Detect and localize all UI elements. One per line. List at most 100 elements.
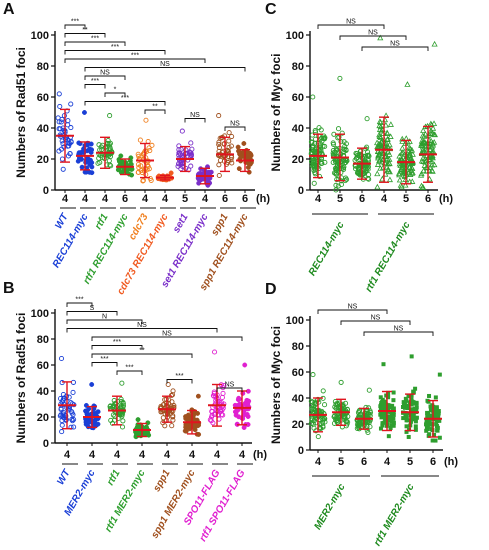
data-point	[364, 427, 370, 433]
panel-letter: A	[3, 1, 15, 18]
data-point	[404, 413, 409, 418]
data-point	[136, 153, 142, 159]
y-tick-label: 40	[37, 123, 49, 135]
y-tick-label: 40	[292, 393, 304, 405]
comparison-bracket	[184, 118, 206, 123]
data-point	[309, 405, 315, 411]
data-point	[374, 161, 382, 167]
data-point	[129, 172, 135, 178]
data-point	[241, 141, 247, 146]
data-point	[428, 408, 433, 413]
data-point	[95, 409, 101, 415]
data-point	[387, 403, 392, 408]
data-point	[409, 393, 414, 398]
data-point	[378, 395, 383, 400]
significance-label: ***	[113, 339, 121, 346]
data-point	[85, 419, 91, 425]
data-point	[177, 150, 183, 156]
y-tick-label: 100	[31, 308, 49, 320]
data-point	[310, 94, 316, 100]
x-tick-label: 5	[337, 193, 343, 205]
data-point	[79, 164, 85, 170]
data-point	[434, 410, 439, 415]
data-point	[431, 40, 438, 47]
significance-label: NS	[190, 112, 200, 119]
significance-label: NS	[348, 304, 358, 311]
x-tick-label: 5	[182, 193, 188, 205]
x-tick-label: 6	[430, 456, 436, 468]
data-point	[391, 423, 396, 428]
x-tick-label: 4	[384, 456, 391, 468]
x-tick-label: 6	[361, 456, 367, 468]
data-point	[409, 178, 416, 184]
data-point	[406, 144, 413, 151]
data-point	[322, 135, 328, 141]
data-point	[384, 136, 391, 143]
data-point	[419, 184, 426, 190]
x-tick-label: 4	[214, 449, 221, 461]
data-point	[375, 157, 383, 164]
comparison-bracket	[104, 92, 126, 97]
data-point	[388, 414, 393, 419]
data-point	[107, 162, 113, 168]
group-label: WT	[55, 467, 73, 487]
panel-letter: C	[265, 1, 277, 18]
y-tick-label: 0	[43, 185, 49, 197]
data-point	[409, 165, 416, 172]
x-tick-label: 4	[189, 449, 196, 461]
data-point	[389, 423, 394, 428]
data-point	[70, 412, 76, 418]
y-axis-label: Numbers of Myc foci	[269, 326, 283, 444]
comparison-bracket	[64, 24, 86, 29]
data-point	[391, 412, 396, 417]
data-point	[375, 151, 382, 158]
data-point	[428, 404, 433, 409]
data-point	[408, 419, 413, 424]
data-point	[358, 148, 364, 154]
data-point	[310, 372, 316, 378]
data-point	[396, 152, 403, 159]
data-point	[430, 120, 438, 126]
data-point	[366, 387, 372, 393]
significance-label: NS	[394, 326, 404, 333]
data-point	[363, 404, 369, 410]
comparison-bracket	[166, 379, 193, 384]
data-point	[236, 166, 242, 172]
data-point	[188, 140, 194, 146]
comparison-bracket	[116, 370, 143, 375]
data-point	[381, 410, 386, 415]
significance-label: NS	[100, 70, 110, 77]
data-point	[59, 380, 65, 386]
y-tick-label: 60	[292, 367, 304, 379]
data-point	[404, 81, 411, 87]
data-point	[425, 427, 430, 432]
data-point	[123, 160, 129, 166]
data-point	[138, 163, 144, 169]
data-point	[400, 168, 407, 175]
data-point	[374, 183, 381, 190]
data-point	[411, 413, 416, 418]
comparison-bracket	[84, 67, 246, 72]
data-point	[404, 403, 409, 408]
data-point	[311, 167, 317, 174]
data-point	[429, 141, 437, 148]
data-point	[338, 170, 344, 176]
group-label: rtf1 REC114-myc	[363, 220, 412, 295]
data-point	[322, 402, 328, 408]
data-point	[247, 154, 253, 159]
data-point	[333, 405, 339, 411]
y-tick-label: 60	[292, 92, 304, 104]
data-point	[354, 151, 360, 157]
data-point	[343, 147, 349, 153]
data-point	[386, 407, 391, 412]
data-point	[221, 141, 227, 147]
data-point	[429, 154, 436, 161]
data-point	[402, 401, 407, 406]
data-point	[411, 390, 416, 395]
data-point	[162, 423, 168, 429]
data-point	[353, 166, 359, 172]
x-tick-label: 4	[162, 193, 169, 205]
data-point	[437, 372, 442, 377]
data-point	[377, 123, 384, 130]
y-axis-label: Numbers of Rad51 foci	[14, 313, 28, 444]
